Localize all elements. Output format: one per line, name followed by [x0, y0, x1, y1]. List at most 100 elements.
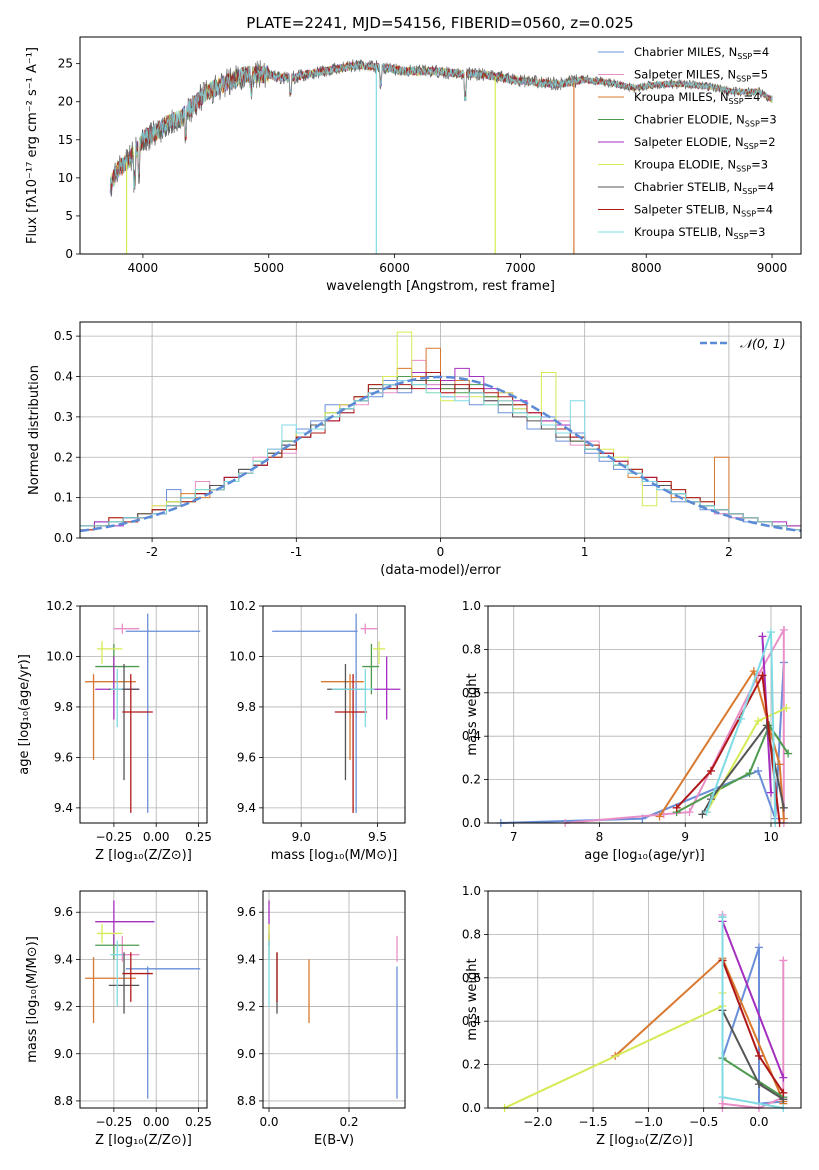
legend-label: Salpeter ELODIE, NSSP=2 — [634, 135, 776, 151]
y-tick-label: 10.2 — [229, 599, 256, 613]
y-tick-label: 9.4 — [54, 952, 73, 966]
x-axis-label: Z [log₁₀(Z/Z⊙)] — [95, 1133, 192, 1148]
y-tick-label: 10 — [58, 171, 73, 185]
gaussian-curve — [79, 375, 802, 533]
weight-marker — [754, 1080, 763, 1089]
panel-mass-age: 9.0 9.5 9.4 9.6 9.8 10.0 10.2 mass [log₁₀(M/M⊙)… — [229, 599, 406, 863]
y-tick-label: 0.8 — [462, 927, 481, 941]
y-tick-label: 9.2 — [54, 1000, 73, 1014]
panel-spectrum: 4000 5000 6000 7000 8000 9000 0 5 10 15 20 25 wavele… — [25, 36, 802, 294]
y-tick-label: 9.6 — [237, 905, 256, 919]
axes-frame — [262, 890, 406, 1109]
x-tick-label: 0.00 — [143, 1115, 170, 1129]
legend-label: Kroupa STELIB, NSSP=3 — [634, 225, 765, 241]
y-tick-label: 9.0 — [237, 1047, 256, 1061]
weight-marker — [766, 628, 775, 637]
y-tick-label: 0.4 — [462, 729, 481, 743]
x-tick-label: 10 — [763, 830, 778, 844]
y-tick-label: 0.5 — [54, 329, 73, 343]
weight-marker — [754, 766, 763, 775]
weight-marker — [775, 760, 784, 769]
x-tick-label: 4000 — [128, 261, 159, 275]
y-tick-label: 1.0 — [462, 599, 481, 613]
y-tick-label: 9.6 — [237, 750, 256, 764]
y-tick-label: 0 — [65, 247, 73, 261]
y-tick-label: 15 — [58, 133, 73, 147]
weight-marker — [655, 812, 664, 821]
weight-marker — [706, 766, 715, 775]
weight-marker — [702, 808, 711, 817]
y-tick-label: 25 — [58, 57, 73, 71]
legend-label: 𝒩(0, 1) — [740, 336, 786, 351]
x-tick-label: 2 — [725, 545, 733, 559]
weight-marker — [784, 749, 793, 758]
axes-frame — [487, 890, 802, 1109]
x-tick-label: -1 — [290, 545, 302, 559]
x-tick-label: 5000 — [253, 261, 284, 275]
y-tick-label: 10.0 — [46, 649, 73, 663]
x-tick-label: 8 — [596, 830, 604, 844]
y-tick-label: 9.4 — [237, 801, 256, 815]
weight-line — [504, 993, 724, 1109]
y-axis-label: age [log₁₀(age/yr)] — [17, 654, 32, 775]
x-axis-label: Z [log₁₀(Z/Z⊙)] — [95, 848, 192, 863]
weight-line — [565, 626, 785, 824]
weight-marker — [779, 803, 788, 812]
axes-frame — [79, 36, 802, 255]
y-axis-label: mass [log₁₀(M/M⊙)] — [25, 936, 40, 1063]
weight-line — [675, 672, 781, 824]
y-tick-label: 0.0 — [462, 816, 481, 830]
y-tick-label: 0.2 — [54, 450, 73, 464]
legend-label: Chabrier STELIB, NSSP=4 — [634, 180, 774, 196]
axes-frame — [79, 890, 208, 1109]
x-tick-label: 9000 — [757, 261, 788, 275]
panel-EBV-mass: 0.0 0.2 8.8 9.0 9.2 9.4 9.6 E(B-V) — [237, 890, 406, 1148]
legend-label: Kroupa MILES, NSSP=4 — [634, 90, 760, 106]
y-tick-label: 8.8 — [237, 1094, 256, 1108]
x-tick-label: 0.0 — [259, 1115, 278, 1129]
weight-marker — [685, 808, 694, 817]
y-tick-label: 5 — [65, 209, 73, 223]
weight-marker — [779, 1088, 788, 1097]
legend-label: Kroupa ELODIE, NSSP=3 — [634, 158, 768, 174]
x-tick-label: −1.0 — [634, 1115, 663, 1129]
weight-marker — [758, 632, 767, 641]
weight-marker — [754, 717, 763, 726]
legend-label: Chabrier ELODIE, NSSP=3 — [634, 113, 777, 129]
x-tick-label: 9.0 — [292, 830, 311, 844]
x-axis-label: (data-model)/error — [380, 563, 501, 578]
weight-marker — [745, 769, 754, 778]
x-tick-label: −0.25 — [95, 1115, 132, 1129]
y-tick-label: 10.0 — [229, 649, 256, 663]
y-tick-label: 0.6 — [462, 686, 481, 700]
x-tick-label: −1.5 — [579, 1115, 608, 1129]
x-tick-label: 9.5 — [368, 830, 387, 844]
y-tick-label: 0.4 — [54, 370, 73, 384]
y-tick-label: 0.4 — [462, 1014, 481, 1028]
x-tick-label: −0.25 — [95, 830, 132, 844]
x-tick-label: 0.25 — [185, 830, 212, 844]
legend-label: Chabrier MILES, NSSP=4 — [634, 45, 769, 61]
weight-line — [701, 723, 785, 815]
x-tick-label: 7 — [510, 830, 518, 844]
x-axis-label: Z [log₁₀(Z/Z⊙)] — [596, 1133, 693, 1148]
x-axis-label: E(B-V) — [314, 1133, 354, 1148]
y-tick-label: 10.2 — [46, 599, 73, 613]
weight-marker — [779, 814, 788, 823]
x-tick-label: 1 — [581, 545, 589, 559]
figure-title: PLATE=2241, MJD=54156, FIBERID=0560, z=0… — [246, 14, 633, 32]
weight-marker — [698, 810, 707, 819]
y-tick-label: 8.8 — [54, 1094, 73, 1108]
weight-marker — [718, 1093, 727, 1102]
weight-marker — [779, 1073, 788, 1082]
legend-label: Salpeter MILES, NSSP=5 — [634, 68, 768, 84]
y-axis-label: Flux [fλ10⁻¹⁷ erg cm⁻² s⁻¹ A⁻¹] — [25, 47, 40, 244]
weight-marker — [736, 714, 745, 723]
spectrum-line — [109, 61, 773, 192]
y-axis-label: mass weight — [465, 673, 480, 755]
weight-marker — [779, 956, 788, 965]
legend-label: Salpeter STELIB, NSSP=4 — [634, 203, 773, 219]
weight-marker — [782, 703, 791, 712]
y-tick-label: 9.4 — [54, 801, 73, 815]
